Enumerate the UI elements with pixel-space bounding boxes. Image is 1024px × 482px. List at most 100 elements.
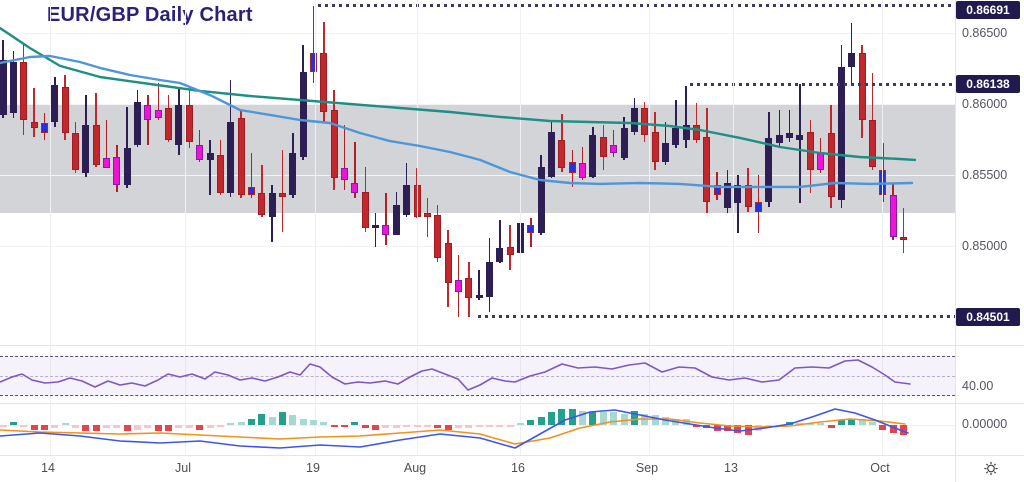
candle-body [185,104,193,142]
macd-histogram-bar [775,425,783,427]
key-level-dotted-line [478,315,955,319]
panel-separator-2 [0,403,1024,404]
vertical-gridline [882,0,883,455]
candle-body [206,152,214,160]
time-axis-label: 13 [724,461,738,475]
candle-body [817,152,825,171]
macd-histogram-bar [827,425,835,429]
candle-body [289,152,297,196]
candle-body [796,134,804,140]
macd-histogram-bar [134,425,142,430]
candle-body [361,192,369,228]
macd-histogram-bar [755,425,763,432]
macd-histogram-bar [372,425,380,430]
macd-histogram-bar [51,425,59,429]
macd-histogram-bar [796,423,804,425]
macd-histogram-bar [692,425,700,427]
time-axis-label: 16 [511,461,525,475]
candle-body [454,279,462,292]
price-axis-separator [955,0,956,482]
candle-wick [281,150,284,232]
time-axis-label: Sep [635,461,659,475]
macd-histogram-bar [610,412,618,425]
macd-histogram-bar [351,421,359,425]
candle-wick [209,139,211,196]
candle-body [568,161,576,173]
time-axis-label: Jul [175,461,191,475]
macd-histogram-bar [651,415,659,425]
macd-histogram-bar [703,425,711,429]
time-axis[interactable] [0,456,955,482]
candle-body [165,107,173,140]
candle-wick [33,87,35,137]
macd-histogram-bar [506,425,514,427]
candle-body [485,262,493,297]
macd-histogram-bar [361,425,369,429]
candle-body [620,127,628,158]
macd-histogram-bar [258,413,266,425]
candle-body [320,53,328,112]
candle-body [403,184,411,216]
candle-body [692,125,700,140]
macd-histogram-bar [9,421,17,425]
price-axis-label: 0.85000 [962,239,1008,253]
macd-histogram-bar [682,418,690,425]
candle-body [475,294,483,298]
macd-histogram-bar [858,420,866,425]
macd-histogram-bar [817,423,825,425]
macd-histogram-bar [672,418,680,425]
macd-histogram-bar [40,425,48,430]
candle-body [175,104,183,146]
candle-body [0,59,7,115]
price-axis-label: 0.85500 [962,168,1008,182]
macd-axis-label: 0.00000 [962,417,1008,431]
candle-body [423,213,431,218]
price-panel[interactable] [0,0,955,345]
candle-body [827,132,835,197]
candle-body [9,61,17,113]
candle-body [392,204,400,235]
macd-histogram-bar [548,412,556,425]
candle-body [589,134,597,177]
candle-body [610,145,618,153]
rsi-axis-label: 40.00 [962,379,994,393]
settings-gear-icon[interactable] [978,456,1004,480]
panel-separator-1 [0,345,1024,346]
candle-body [444,243,452,284]
candle-body [40,123,48,133]
candle-body [496,247,504,263]
macd-histogram-bar [61,423,69,425]
macd-histogram-bar [154,425,162,432]
candle-body [837,66,845,200]
candle-body [465,277,473,298]
candle-wick [147,95,149,146]
candle-body [889,195,897,238]
candle-body [641,107,649,135]
candle-body [92,125,100,166]
candle-body [672,127,680,146]
candle-body [113,156,121,185]
macd-histogram-bar [837,420,845,425]
macd-histogram-bar [247,418,255,425]
macd-histogram-bar [423,425,431,427]
macd-histogram-bar [868,421,876,425]
macd-histogram-bar [454,425,462,429]
macd-histogram-bar [630,410,638,425]
time-axis-separator [0,455,1024,456]
horizontal-gridline [0,33,955,34]
vertical-gridline [417,0,418,455]
macd-histogram-bar [879,425,887,430]
candle-body [786,132,794,138]
macd-histogram-bar [848,418,856,425]
candle-body [278,193,286,197]
macd-histogram-bar [216,425,224,427]
macd-histogram-bar [382,425,390,429]
macd-panel[interactable] [0,403,955,455]
macd-histogram-bar [320,421,328,425]
candle-body [899,237,907,240]
macd-histogram-bar [765,425,773,429]
candle-body [806,131,814,171]
candle-wick [374,213,377,247]
candle-body [258,193,266,216]
candle-wick [343,125,346,191]
